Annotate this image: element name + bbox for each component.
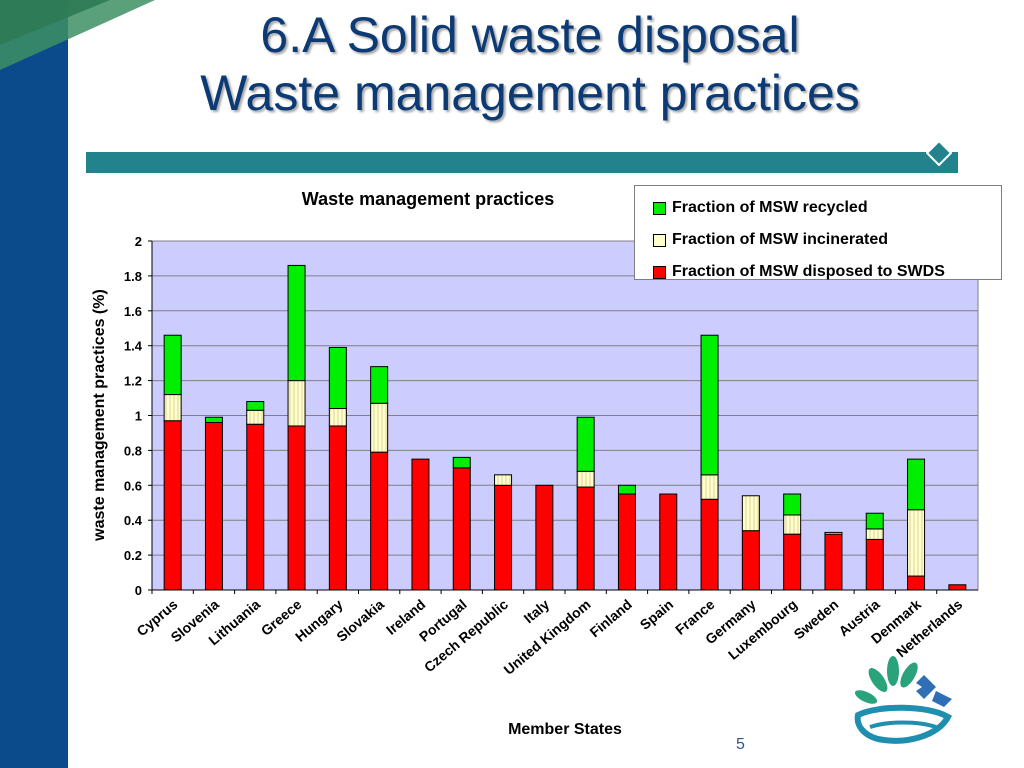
bar-disposed-denmark [907, 575, 926, 591]
bar-disposed-spain [659, 493, 678, 591]
bar-incinerated-lithuania [246, 409, 265, 425]
y-tick-label: 0.2 [124, 548, 142, 563]
legend-item-disposed: Fraction of MSW disposed to SWDS [653, 256, 1001, 288]
slide-title-line1: 6.A Solid waste disposal [260, 7, 800, 63]
bar-incinerated-cyprus [163, 394, 182, 422]
bar-recycled-austria [865, 512, 884, 530]
bar-incinerated-united-kingdom [576, 470, 595, 488]
x-axis-label: Member States [508, 721, 622, 738]
bar-recycled-luxembourg [783, 493, 802, 516]
y-tick-labels: 0 0.2 0.4 0.6 0.8 1 1.2 1.4 1.6 1.8 2 [124, 234, 143, 598]
bar-disposed-cyprus [163, 420, 182, 591]
legend-label-incinerated: Fraction of MSW incinerated [672, 231, 889, 248]
bar-disposed-finland [617, 493, 636, 591]
bar-disposed-lithuania [246, 423, 265, 591]
bar-disposed-france [700, 498, 719, 591]
bar-recycled-greece [287, 264, 306, 382]
bar-incinerated-hungary [328, 408, 347, 427]
bar-recycled-denmark [907, 458, 926, 511]
bar-recycled-portugal [452, 456, 471, 469]
y-tick-label: 1.4 [124, 339, 143, 354]
bar-disposed-italy [535, 484, 554, 591]
bar-disposed-slovakia [370, 451, 389, 591]
bar-disposed-austria [865, 538, 884, 591]
bar-incinerated-czech-republic [494, 474, 513, 486]
y-axis-label: waste management practices (%) [91, 289, 108, 542]
bar-disposed-united-kingdom [576, 486, 595, 591]
bar-disposed-netherlands [948, 584, 967, 591]
legend-item-recycled: Fraction of MSW recycled [653, 192, 1001, 224]
bar-recycled-hungary [328, 346, 347, 410]
bar-recycled-finland [617, 484, 636, 495]
y-tick-label: 1.8 [124, 269, 142, 284]
bar-disposed-greece [287, 425, 306, 591]
diamond-icon [926, 140, 952, 166]
y-tick-label: 0 [135, 583, 142, 598]
legend-swatch-recycled [653, 201, 666, 215]
bars [151, 264, 967, 594]
bar-recycled-slovakia [370, 366, 389, 404]
chart-legend: Fraction of MSW recycled Fraction of MSW… [634, 185, 1002, 280]
bar-disposed-luxembourg [783, 533, 802, 591]
legend-label-disposed: Fraction of MSW disposed to SWDS [672, 263, 945, 280]
x-tick-label: Italy [521, 596, 553, 626]
bar-incinerated-france [700, 474, 719, 500]
x-tick-labels: CyprusSloveniaLithuaniaGreeceHungarySlov… [133, 596, 965, 678]
bar-disposed-ireland [411, 458, 430, 591]
title-underline-bar [86, 152, 958, 173]
leaf-logo-icon [854, 656, 953, 744]
y-tick-label: 0.4 [124, 513, 143, 528]
bar-disposed-slovenia [204, 421, 223, 591]
y-tick-label: 0.8 [124, 443, 142, 458]
y-tick-label: 1.6 [124, 304, 142, 319]
x-tick-label: Finland [586, 596, 634, 640]
bar-incinerated-slovakia [370, 402, 389, 453]
bar-recycled-united-kingdom [576, 416, 595, 472]
left-decorative-band [0, 0, 68, 768]
bar-disposed-hungary [328, 425, 347, 591]
bar-disposed-portugal [452, 467, 471, 591]
bar-disposed-sweden [824, 533, 843, 591]
y-tick-label: 1 [135, 409, 142, 424]
legend-swatch-disposed [653, 265, 666, 279]
bar-disposed-czech-republic [494, 484, 513, 591]
bar-recycled-france [700, 334, 719, 476]
bar-recycled-cyprus [163, 334, 182, 396]
legend-swatch-incinerated [653, 233, 666, 247]
bar-recycled-slovenia [204, 416, 223, 423]
x-tick-label: Sweden [791, 596, 842, 642]
bar-incinerated-luxembourg [783, 514, 802, 535]
y-tick-label: 1.2 [124, 374, 142, 389]
bar-incinerated-denmark [907, 509, 926, 577]
legend-item-incinerated: Fraction of MSW incinerated [653, 224, 1001, 256]
bar-incinerated-austria [865, 528, 884, 540]
bar-incinerated-sweden [824, 531, 843, 535]
bar-recycled-lithuania [246, 401, 265, 411]
y-tick-label: 0.6 [124, 478, 142, 493]
corner-ornament [0, 0, 155, 70]
y-tick-label: 2 [135, 234, 142, 249]
bar-incinerated-germany [741, 495, 760, 532]
page-number: 5 [736, 736, 745, 753]
bar-disposed-germany [741, 530, 760, 591]
slide-title: 6.A Solid waste disposal Waste managemen… [120, 6, 940, 122]
chart-title: Waste management practices [302, 189, 554, 209]
slide-title-line2: Waste management practices [200, 65, 860, 121]
bar-incinerated-greece [287, 380, 306, 427]
x-tick-label: Spain [637, 596, 676, 633]
legend-label-recycled: Fraction of MSW recycled [672, 199, 868, 216]
